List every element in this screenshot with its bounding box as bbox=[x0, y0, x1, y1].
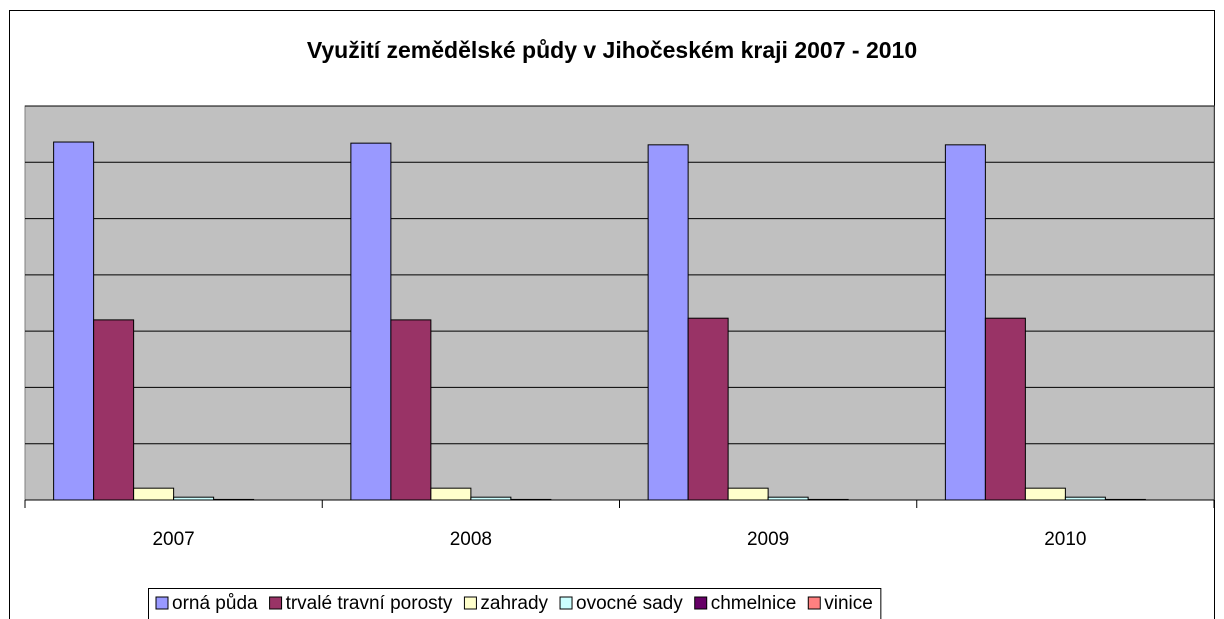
bar bbox=[1024, 487, 1066, 501]
x-tick-label: 2007 bbox=[152, 529, 194, 550]
legend-label: ovocné sady bbox=[576, 593, 683, 614]
plot-area bbox=[24, 105, 1215, 501]
chart-title: Využití zemědělské půdy v Jihočeském kra… bbox=[307, 37, 917, 63]
bar bbox=[133, 487, 175, 501]
bar bbox=[53, 141, 95, 501]
bar bbox=[727, 487, 769, 501]
bar bbox=[647, 144, 689, 501]
bar bbox=[687, 317, 729, 501]
x-tick-label: 2008 bbox=[450, 529, 492, 550]
legend-swatch bbox=[269, 596, 283, 610]
legend-label: zahrady bbox=[480, 593, 548, 614]
legend-swatch bbox=[155, 596, 169, 610]
legend-swatch bbox=[463, 596, 477, 610]
legend-label: trvalé travní porosty bbox=[286, 593, 453, 614]
legend-swatch bbox=[559, 596, 573, 610]
legend-swatch bbox=[694, 596, 708, 610]
x-tick-label: 2010 bbox=[1044, 529, 1086, 550]
bar bbox=[93, 319, 135, 501]
bar bbox=[430, 487, 472, 501]
legend-label: orná půda bbox=[172, 593, 258, 614]
bar bbox=[390, 319, 432, 501]
legend-label: vinice bbox=[824, 593, 873, 614]
legend-label: chmelnice bbox=[711, 593, 797, 614]
x-tick-label: 2009 bbox=[747, 529, 789, 550]
legend-swatch bbox=[807, 596, 821, 610]
bar bbox=[944, 144, 986, 501]
bar bbox=[350, 142, 392, 501]
bar bbox=[984, 317, 1026, 501]
